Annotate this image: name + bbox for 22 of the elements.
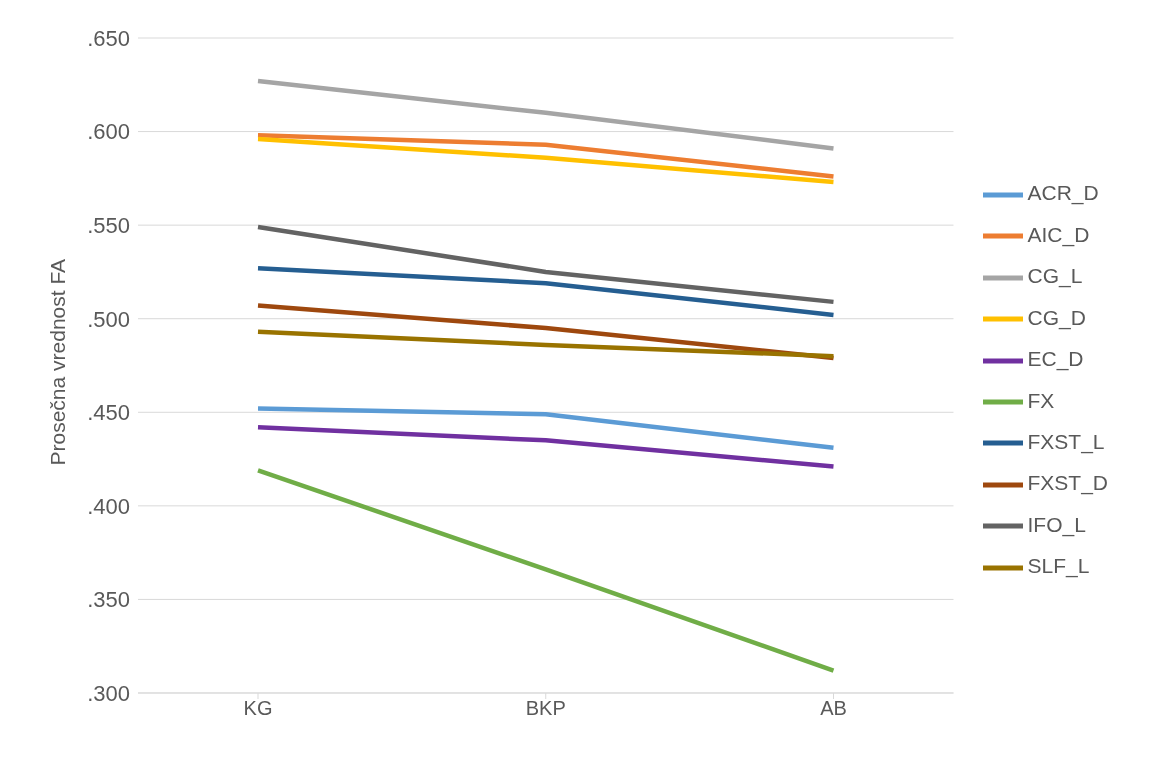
legend-label: IFO_L: [1027, 512, 1086, 536]
y-tick-label: .450: [87, 400, 130, 426]
y-tick-label: .400: [87, 493, 130, 519]
y-tick-label: .350: [87, 587, 130, 613]
x-tick-label: KG: [243, 697, 273, 720]
legend-label: FX: [1027, 388, 1055, 412]
y-axis-title: Prosečna vrednost FA: [46, 258, 70, 466]
y-tick-label: .650: [87, 25, 130, 51]
x-tick-label: AB: [820, 697, 847, 720]
legend-label: EC_D: [1027, 347, 1084, 371]
y-tick-label: .600: [87, 119, 130, 145]
legend-label: CG_L: [1027, 264, 1083, 288]
legend-label: FXST_D: [1027, 471, 1108, 495]
y-tick-label: .500: [87, 306, 130, 332]
legend-label: SLF_L: [1027, 554, 1090, 578]
legend-label: FXST_L: [1027, 429, 1105, 453]
y-tick-label: .300: [87, 680, 130, 706]
legend-label: AIC_D: [1027, 222, 1090, 246]
y-tick-label: .550: [87, 212, 130, 238]
legend-label: ACR_D: [1027, 181, 1099, 205]
legend-label: CG_D: [1027, 305, 1086, 329]
x-tick-label: BKP: [525, 697, 566, 720]
